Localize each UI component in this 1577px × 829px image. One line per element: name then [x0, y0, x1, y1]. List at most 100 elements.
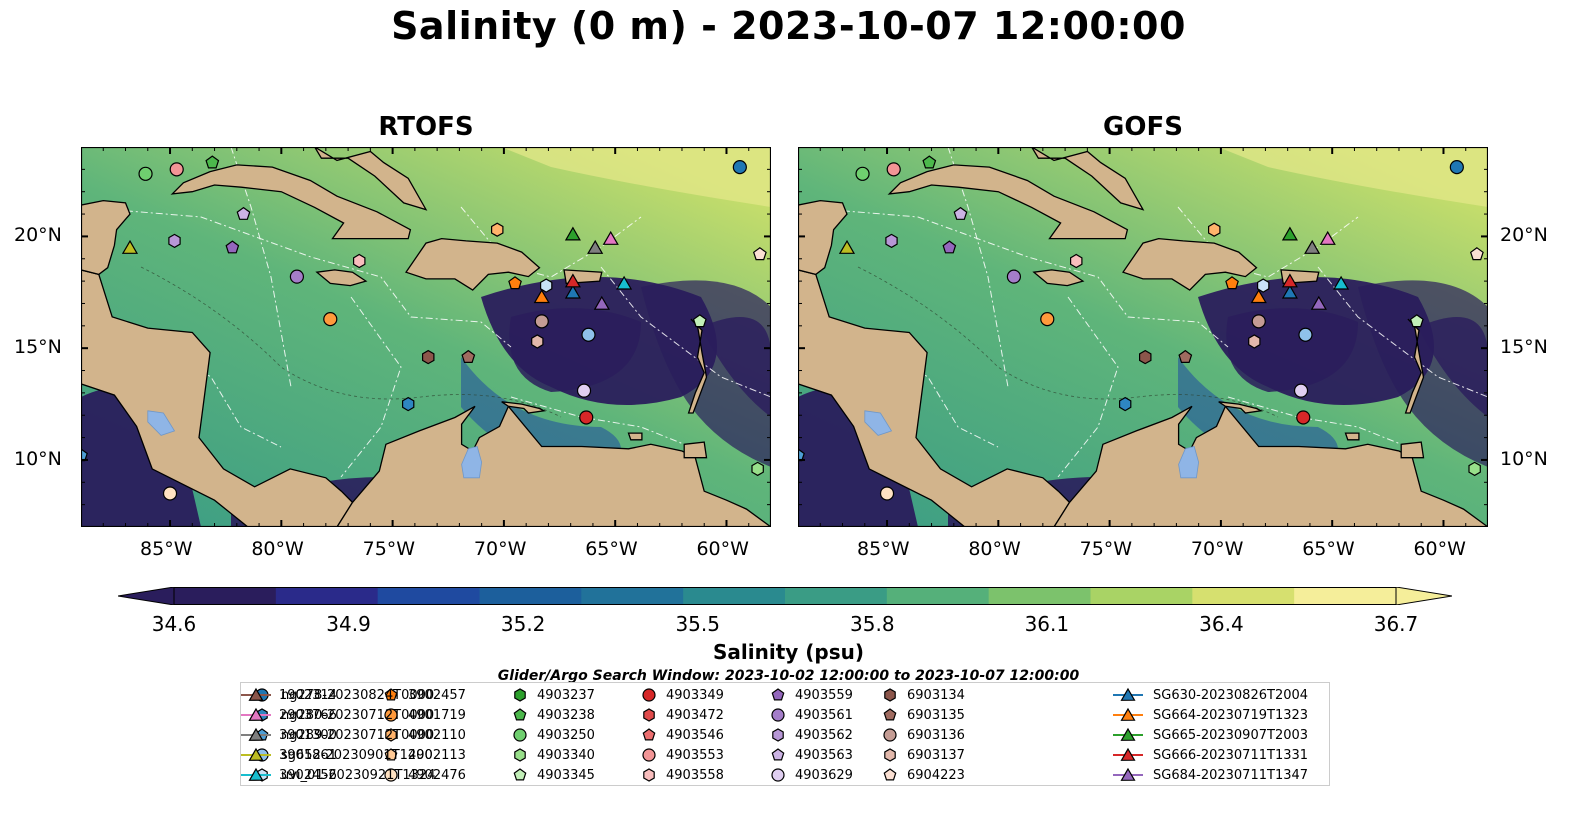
colorbar — [117, 586, 1453, 606]
colorbar-tick-label: 34.9 — [326, 612, 371, 636]
x-tick-label: 80°W — [968, 538, 1021, 560]
pentagon-marker-icon — [513, 708, 527, 721]
legend-item: 6903136 — [883, 725, 965, 745]
legend-label: 4903250 — [537, 727, 595, 743]
legend-item: 4903340 — [513, 745, 595, 765]
cuba-land — [887, 164, 1129, 240]
search-window-text: Glider/Argo Search Window: 2023-10-02 12… — [497, 668, 1080, 684]
legend-label: ng289-20230712T0000 — [281, 727, 435, 743]
hexagon-marker-icon — [884, 688, 896, 702]
legend-label: 4903553 — [666, 747, 724, 763]
obs-marker-ng289-20230712T0000 — [587, 239, 604, 254]
legend-item: 4903472 — [642, 705, 724, 725]
map-frame — [797, 146, 1489, 528]
legend-label: 4903340 — [537, 747, 595, 763]
lake-nicaragua — [864, 410, 893, 436]
legend-label: 4903349 — [666, 687, 724, 703]
legend-item: 4903345 — [513, 765, 595, 785]
legend-label: 4903345 — [537, 767, 595, 783]
triangle-marker-icon — [241, 707, 271, 721]
y-tick-label-left: 10°N — [14, 447, 62, 470]
circle-marker-icon — [384, 708, 398, 722]
hexagon-marker-icon — [514, 748, 526, 762]
colorbar-tick-label: 36.4 — [1199, 612, 1244, 636]
obs-marker-4903553 — [169, 162, 184, 177]
jamaica-land — [1032, 269, 1085, 287]
hispaniola-land — [404, 237, 541, 291]
obs-marker-4903345 — [692, 314, 707, 328]
triangle-marker-icon — [1113, 747, 1143, 761]
bahamas-land — [1031, 146, 1145, 211]
legend-label: 4903237 — [537, 687, 595, 703]
trinidad-land — [1400, 441, 1425, 459]
obs-marker-sg652-20230901T1200 — [121, 239, 139, 254]
legend-item: 4903561 — [771, 705, 853, 725]
rtofs-map — [74, 146, 773, 528]
obs-marker-3902456 — [1257, 278, 1270, 293]
y-tick-label-right: 20°N — [1500, 224, 1548, 247]
legend-label: 4903559 — [795, 687, 853, 703]
lake-maracaibo — [461, 446, 483, 479]
colorbar-extend-min — [117, 586, 175, 606]
colorbar-tick-label: 35.5 — [675, 612, 720, 636]
obs-marker-2903766 — [1119, 396, 1132, 412]
legend-label: ng280-20230712T0000 — [281, 707, 435, 723]
panel-title-gofs: GOFS — [1103, 112, 1183, 142]
x-tick-label: 75°W — [362, 538, 416, 560]
legend-label: 3901300 — [279, 727, 337, 743]
pentagon-marker-icon — [771, 688, 785, 701]
central-america-land — [80, 269, 354, 528]
figure-title: Salinity (0 m) - 2023-10-07 12:00:00 — [391, 4, 1186, 48]
obs-marker-SG630-20230826T2004 — [564, 284, 581, 299]
obs-marker-4903563 — [236, 206, 251, 220]
legend-item: SG665-20230907T2003 — [1113, 725, 1308, 745]
obs-marker-6903135 — [1178, 349, 1193, 363]
circle-marker-icon — [513, 728, 527, 742]
circle-marker-icon — [771, 768, 785, 782]
legend-label: 4903563 — [795, 747, 853, 763]
hexagon-marker-icon — [643, 708, 655, 722]
colorbar-frame — [173, 587, 1397, 605]
colorbar-segment — [479, 587, 582, 605]
margarita-land — [1344, 432, 1360, 441]
obs-marker-6903136 — [534, 314, 549, 329]
legend-item: 4902113 — [384, 745, 466, 765]
legend-label: 4902476 — [408, 767, 466, 783]
colorbar-tick-label: 35.8 — [850, 612, 895, 636]
obs-marker-3902457 — [1225, 276, 1239, 290]
jamaica-land — [315, 269, 368, 287]
legend: 1902314 2903766 3901300 3901861 3902456 39024… — [240, 682, 1330, 786]
obs-marker-uvi_01-20230921T1324 — [1333, 275, 1350, 290]
colorbar-tick-label: 36.7 — [1373, 612, 1419, 636]
obs-marker-SG666-20230711T1331 — [1281, 273, 1298, 288]
legend-item: 6903135 — [883, 705, 965, 725]
hispaniola-land — [1121, 237, 1258, 291]
hexagon-marker-icon — [772, 728, 784, 742]
low-salinity-region — [1418, 317, 1488, 417]
legend-label: 4903562 — [795, 727, 853, 743]
yucatan-land — [797, 199, 848, 276]
legend-label: SG630-20230826T2004 — [1153, 687, 1309, 703]
legend-item: 4903349 — [642, 685, 724, 705]
colorbar-segment — [1090, 587, 1193, 605]
legend-label: 6903134 — [907, 687, 965, 703]
lake-maracaibo — [1178, 446, 1200, 479]
triangle-marker-icon — [241, 747, 271, 761]
legend-label: 6903137 — [907, 747, 965, 763]
obs-marker-6903137 — [1248, 334, 1261, 349]
trinidad-land — [683, 441, 708, 459]
legend-item: 6903137 — [883, 745, 965, 765]
legend-label: SG666-20230711T1331 — [1153, 747, 1309, 763]
colorbar-segment — [988, 587, 1091, 605]
circle-marker-icon — [771, 708, 785, 722]
legend-label: 6904223 — [907, 767, 965, 783]
eez-boundary — [1227, 396, 1409, 448]
eez-boundary — [1317, 266, 1489, 398]
obs-marker-4903340 — [751, 461, 764, 477]
obs-marker-4903553 — [886, 162, 901, 177]
central-america-land — [797, 269, 1071, 528]
legend-label: 6903135 — [907, 707, 965, 723]
eez-boundary — [877, 346, 999, 448]
triangle-marker-icon — [241, 727, 271, 741]
obs-marker-4903563 — [953, 206, 968, 220]
